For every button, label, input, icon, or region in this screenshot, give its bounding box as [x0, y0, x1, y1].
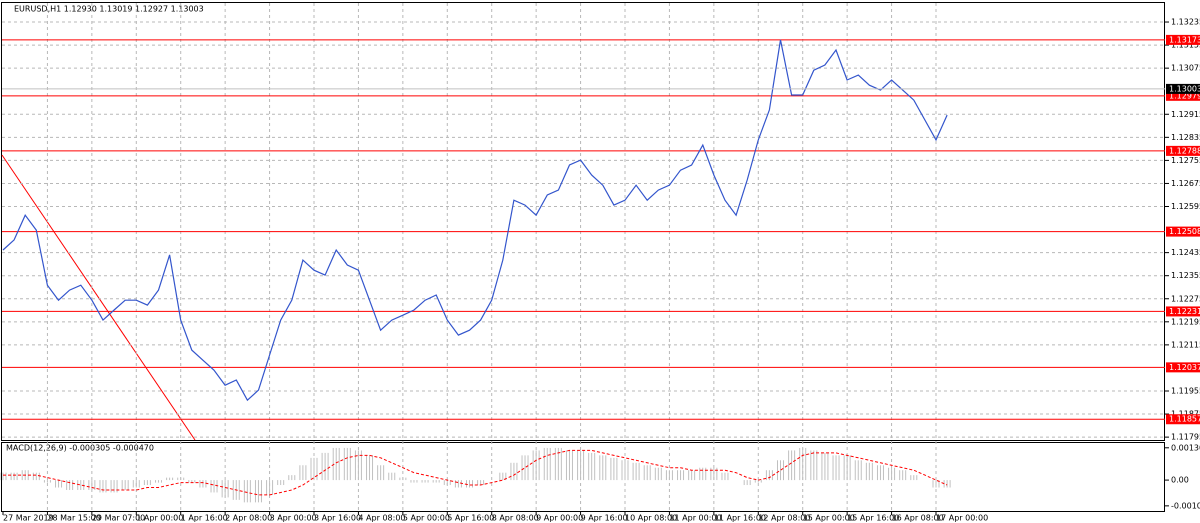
x-tick-label: 1 Apr 00:00 [136, 514, 183, 523]
level-label-box [1166, 306, 1200, 317]
level-label: 1.12788 [1169, 146, 1200, 155]
level-label-box [1166, 145, 1200, 156]
x-tick-label: 5 Apr 00:00 [403, 514, 450, 523]
last-price-label: 1.13003 [1169, 84, 1200, 93]
level-label: 1.12037 [1169, 363, 1200, 372]
x-tick-label: 11 Apr 00:00 [669, 514, 721, 523]
y-tick-label: 1.12835 [1171, 133, 1200, 142]
x-tick-label: 12 Apr 08:00 [758, 514, 810, 523]
x-tick-label: 9 Apr 00:00 [536, 514, 583, 523]
y-tick-label: 1.12355 [1171, 271, 1200, 280]
y-tick-label: 1.12115 [1171, 340, 1200, 349]
price-line [2, 39, 948, 402]
x-tick-label: 5 Apr 16:00 [447, 514, 494, 523]
x-tick-label: 11 Apr 16:00 [714, 514, 766, 523]
y-tick-label: 1.13075 [1171, 64, 1200, 73]
x-tick-label: 16 Apr 08:00 [892, 514, 944, 523]
y-tick-label: 1.11875 [1171, 410, 1200, 419]
x-tick-label: 3 Apr 00:00 [270, 514, 317, 523]
main-frame [1, 2, 1165, 441]
level-label: 1.11857 [1169, 415, 1200, 424]
x-tick-label: 2 Apr 08:00 [225, 514, 272, 523]
level-label: 1.12979 [1169, 91, 1200, 100]
trend-line [1, 154, 196, 441]
y-tick-label: 1.12755 [1171, 156, 1200, 165]
level-label: 1.13173 [1169, 35, 1200, 44]
signal-line [3, 449, 948, 496]
last-price-box [1166, 83, 1200, 94]
x-tick-label: 15 Apr 16:00 [847, 514, 899, 523]
y-tick-label: 1.12195 [1171, 317, 1200, 326]
x-tick-label: 4 Apr 08:00 [358, 514, 405, 523]
x-tick-label: 17 Apr 00:00 [936, 514, 988, 523]
y-tick-label: 1.12915 [1171, 110, 1200, 119]
level-label-box [1166, 90, 1200, 101]
y-tick-label: 1.12435 [1171, 248, 1200, 257]
y-tick-label: -0.001042 [1171, 501, 1200, 510]
level-label-box [1166, 414, 1200, 425]
x-tick-label: 27 Mar 2019 [3, 514, 54, 523]
x-tick-label: 9 Apr 16:00 [581, 514, 628, 523]
level-label-box [1166, 226, 1200, 237]
y-tick-label: 1.11795 [1171, 433, 1200, 442]
macd-frame [1, 442, 1165, 512]
y-tick-label: 1.11955 [1171, 386, 1200, 395]
x-tick-label: 8 Apr 08:00 [492, 514, 539, 523]
chart-title: EURUSD,H1 1.12930 1.13019 1.12927 1.1300… [14, 5, 204, 14]
x-tick-label: 15 Apr 00:00 [803, 514, 855, 523]
level-label-box [1166, 362, 1200, 373]
x-tick-label: 10 Apr 08:00 [625, 514, 677, 523]
level-label: 1.12231 [1169, 307, 1200, 316]
y-tick-label: 0.001306 [1171, 443, 1200, 452]
y-tick-label: 1.12595 [1171, 202, 1200, 211]
level-label: 1.12508 [1169, 227, 1200, 236]
y-tick-label: 1.13235 [1171, 18, 1200, 27]
x-tick-label: 1 Apr 16:00 [181, 514, 228, 523]
macd-title: MACD(12,26,9) -0.000305 -0.000470 [6, 444, 154, 453]
x-tick-label: 29 Mar 07:00 [92, 514, 145, 523]
y-tick-label: 1.13155 [1171, 41, 1200, 50]
x-tick-label: 28 Mar 15:00 [47, 514, 100, 523]
x-tick-label: 3 Apr 16:00 [314, 514, 361, 523]
level-label-box [1166, 34, 1200, 45]
y-tick-label: 0.00 [1171, 476, 1189, 485]
y-tick-label: 1.12675 [1171, 179, 1200, 188]
y-tick-label: 1.12275 [1171, 294, 1200, 303]
